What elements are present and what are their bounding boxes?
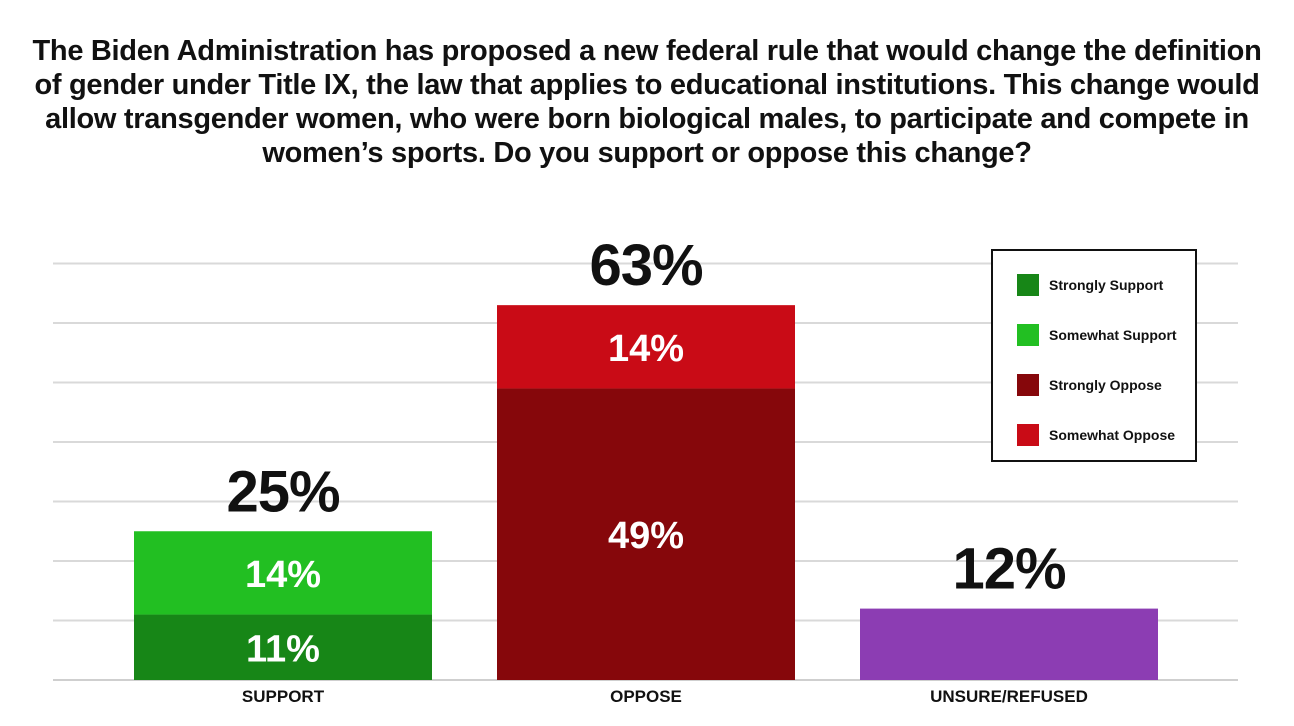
data-labels: 11% 14% 25% SUPPORT 49% 14% 63% OPPOSE 12% UNSURE…: [226, 233, 1087, 706]
category-label: UNSURE/REFUSED: [930, 687, 1088, 706]
legend-item-somewhat-oppose: Somewhat Oppose: [1017, 424, 1175, 446]
bar-segment-somewhat-oppose: [497, 305, 795, 389]
legend-label: Strongly Support: [1049, 277, 1164, 293]
legend-swatch: [1017, 274, 1039, 296]
total-label: 25%: [226, 459, 340, 524]
category-label: OPPOSE: [610, 687, 682, 706]
legend-swatch: [1017, 324, 1039, 346]
chart-title: The Biden Administration has proposed a …: [32, 35, 1262, 169]
legend-item-strongly-support: Strongly Support: [1017, 274, 1163, 296]
legend-label: Somewhat Oppose: [1049, 427, 1176, 443]
bar-segment-somewhat-support: [134, 531, 432, 615]
segment-label: 11%: [246, 628, 320, 670]
category-label: SUPPORT: [242, 687, 325, 706]
legend-item-strongly-oppose: Strongly Oppose: [1017, 374, 1162, 396]
bar-segment-strongly-oppose: [497, 388, 795, 680]
legend-label: Somewhat Support: [1049, 327, 1177, 343]
legend-swatch: [1017, 424, 1039, 446]
segment-label: 49%: [608, 515, 684, 557]
legend-swatch: [1017, 374, 1039, 396]
total-label: 63%: [589, 233, 703, 298]
segment-label: 14%: [245, 554, 321, 596]
legend: Strongly Support Somewhat Support Strong…: [991, 249, 1197, 462]
total-label: 12%: [952, 537, 1066, 602]
bars: [134, 305, 1158, 680]
legend-item-somewhat-support: Somewhat Support: [1017, 324, 1177, 346]
legend-label: Strongly Oppose: [1049, 377, 1162, 393]
bar-segment-strongly-support: [134, 614, 432, 680]
bar-segment-unsure-refused: [860, 608, 1158, 680]
segment-label: 14%: [608, 328, 684, 370]
